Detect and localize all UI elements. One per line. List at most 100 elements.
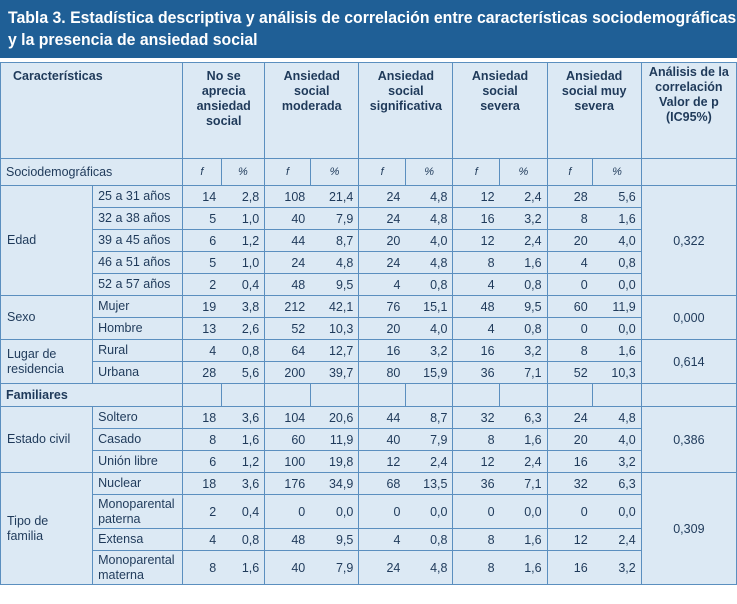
percent-cell: 2,4 [499,185,548,208]
percent-cell: 15,1 [405,295,454,318]
subcategory-label: Rural [98,343,128,357]
subcategory-cell: 32 a 38 años [92,207,184,230]
percent-cell: 1,6 [592,339,642,362]
percent-cell: 0,0 [592,317,642,340]
p-value-cell: 0,322 [640,185,737,296]
empty-cell [640,383,737,407]
empty-cell [499,383,548,407]
frequency-cell: 6 [182,229,222,252]
table-row: Unión libre 6 1,2 100 19,8 12 2,4 12 2,4 16 3,2 [1,450,737,473]
pct-label: % [592,158,642,186]
frequency-cell: 18 [182,472,222,495]
p-value-cell: 0,614 [640,339,737,384]
percent-cell: 9,5 [499,295,548,318]
frequency-cell: 176 [264,472,311,495]
frequency-cell: 12 [452,450,500,473]
frequency-cell: 36 [452,361,500,384]
subcategory-cell: 52 a 57 años [92,273,184,296]
frequency-cell: 108 [264,185,311,208]
header-moderada: Ansiedad social moderada [264,62,360,159]
frequency-cell: 60 [264,428,311,451]
frequency-cell: 24 [358,185,406,208]
frequency-cell: 16 [452,339,500,362]
percent-cell: 10,3 [592,361,642,384]
percent-cell: 1,6 [221,428,266,451]
subcategory-cell: 25 a 31 años [92,185,184,208]
category-label: Edad [7,233,37,247]
subcategory-cell: Casado [92,428,184,451]
header-significativa: Ansiedad social significativa [358,62,454,159]
frequency-cell: 32 [452,406,500,429]
f-label: f [182,158,222,186]
empty-cell [546,383,594,407]
table-row: 46 a 51 años 5 1,0 24 4,8 24 4,8 8 1,6 4 0,8 [1,251,737,274]
subcategory-label: Hombre [98,321,143,335]
subcategory-label: 46 a 51 años [98,255,171,269]
frequency-cell: 18 [182,406,222,429]
percent-cell: 1,0 [221,251,266,274]
percent-cell: 1,6 [499,428,548,451]
percent-cell: 3,2 [592,450,642,473]
percent-cell: 39,7 [310,361,360,384]
frequency-cell: 4 [182,339,222,362]
frequency-cell: 13 [182,317,222,340]
empty-cell [182,383,222,407]
subcategory-cell: Nuclear [92,472,184,495]
subcategory-cell: Monoparental materna [92,550,184,585]
frequency-cell: 76 [358,295,406,318]
empty-cell [220,383,266,407]
frequency-cell: 28 [546,185,593,208]
percent-cell: 2,6 [221,317,266,340]
percent-cell: 0,4 [221,273,266,296]
frequency-cell: 44 [264,229,311,252]
percent-cell: 3,8 [221,295,266,318]
percent-cell: 0,4 [221,494,266,529]
table-row: 52 a 57 años 2 0,4 48 9,5 4 0,8 4 0,8 0 0,0 [1,273,737,296]
subcategory-cell: Extensa [92,528,184,551]
subcategory-cell: Monoparental paterna [92,494,184,529]
frequency-cell: 52 [546,361,593,384]
frequency-cell: 48 [264,528,311,551]
subcategory-cell: Soltero [92,406,184,429]
title-line-1: Tabla 3. Estadística descriptiva y análi… [8,8,737,27]
frequency-cell: 40 [264,207,311,230]
table-row: Tipo de familia Nuclear 18 3,6 176 34,9 68 13,5 3… [0,472,737,585]
frequency-cell: 4 [358,528,406,551]
table-row: Monoparental materna 8 1,6 40 7,9 24 4,8 8 1,6 16 3… [1,550,737,585]
frequency-cell: 40 [264,550,311,585]
frequency-cell: 8 [452,528,500,551]
percent-cell: 4,0 [592,229,642,252]
category-cell: Edad [0,185,94,296]
subcategory-label: materna [98,567,144,582]
percent-cell: 7,9 [405,428,454,451]
f-label: f [264,158,311,186]
frequency-cell: 52 [264,317,311,340]
percent-cell: 4,0 [405,317,454,340]
category-cell: Lugar de residencia [0,339,94,384]
pct-label: % [499,158,548,186]
category-cell: Tipo de familia [0,472,94,585]
category-label: Lugar de [7,346,57,361]
frequency-cell: 0 [546,494,593,529]
table-row: Extensa 4 0,8 48 9,5 4 0,8 8 1,6 12 2,4 [1,528,737,551]
frequency-cell: 6 [182,450,222,473]
subcategory-cell: Unión libre [92,450,184,473]
subcategory-cell: Hombre [92,317,184,340]
section-sociodemograficas: Sociodemográficas [0,158,184,186]
percent-cell: 1,0 [221,207,266,230]
frequency-cell: 68 [358,472,406,495]
frequency-cell: 60 [546,295,593,318]
table-row: Urbana 28 5,6 200 39,7 80 15,9 36 7,1 52 10,3 [1,361,737,384]
pct-label: % [309,158,360,186]
frequency-cell: 20 [546,229,593,252]
table-row: Monoparental paterna 2 0,4 0 0,0 0 0,0 0 0,0 0 0,0 [1,494,737,529]
subcategory-label: Unión libre [98,454,158,468]
frequency-cell: 24 [358,251,406,274]
subcategory-label: paterna [98,511,141,526]
table-row: Edad 25 a 31 años 14 2,8 108 21,4 24 4,8 12 2,4 28… [0,185,737,296]
frequency-cell: 4 [452,317,500,340]
percent-cell: 10,3 [310,317,360,340]
percent-cell: 7,9 [310,207,360,230]
frequency-cell: 12 [452,229,500,252]
category-label: residencia [7,361,64,376]
